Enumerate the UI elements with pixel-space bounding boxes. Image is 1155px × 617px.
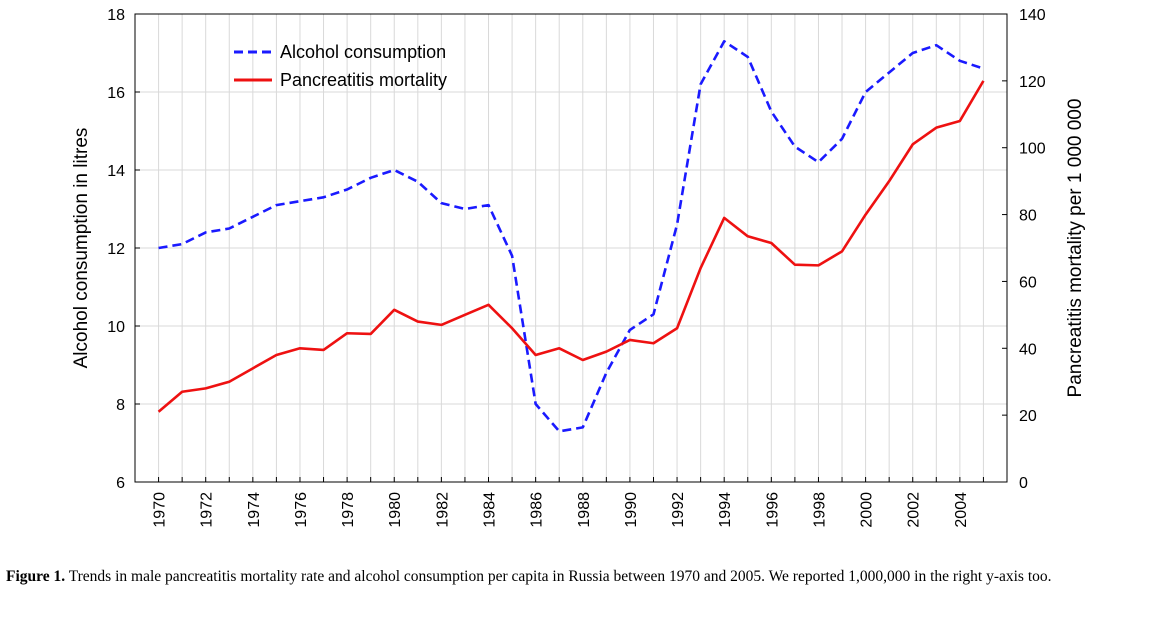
y-tick-label: 8 (116, 397, 125, 414)
x-tick-label: 1972 (199, 492, 216, 528)
x-tick-label: 1982 (434, 492, 451, 528)
x-tick-label: 2002 (906, 492, 923, 528)
x-tick-label: 2004 (953, 492, 970, 528)
legend: Alcohol consumption Pancreatitis mortali… (234, 42, 447, 90)
y-tick-label: 10 (107, 319, 125, 336)
y-tick-label: 12 (107, 241, 125, 258)
y2-tick-label: 0 (1019, 475, 1028, 492)
y-tick-label: 14 (107, 163, 125, 180)
caption-label: Figure 1. (6, 568, 66, 585)
y-tick-label: 6 (116, 475, 125, 492)
y-tick-label: 18 (107, 7, 125, 24)
grid (135, 13, 1007, 483)
x-tick-label: 1970 (152, 492, 169, 528)
y2-tick-label: 100 (1019, 141, 1046, 158)
x-tick-label: 1992 (670, 492, 687, 528)
x-tick-label: 1986 (529, 492, 546, 528)
x-tick-label: 1996 (764, 492, 781, 528)
legend-label-alcohol: Alcohol consumption (280, 42, 446, 62)
series-line-pancreatitis (157, 80, 985, 413)
x-tick-label: 1978 (340, 492, 357, 528)
x-tick-label: 2000 (859, 492, 876, 528)
y2-tick-label: 60 (1019, 274, 1037, 291)
figure-caption: Figure 1. Trends in male pancreatitis mo… (6, 566, 1152, 587)
y2-axis-label: Pancreatitis mortality per 1 000 000 (1065, 99, 1086, 398)
chart: 6 8 10 12 14 16 18 0 20 40 60 80 100 120 140 1970 1972 19… (71, 7, 1086, 528)
x-tick-label: 1990 (623, 492, 640, 528)
legend-label-pancreatitis: Pancreatitis mortality (280, 70, 447, 90)
x-tick-label: 1998 (811, 492, 828, 528)
x-tick-label: 1994 (717, 492, 734, 528)
y2-tick-label: 20 (1019, 408, 1037, 425)
x-tick-label: 1976 (293, 492, 310, 528)
ticks: 6 8 10 12 14 16 18 0 20 40 60 80 100 120 140 1970 1972 19… (107, 7, 1046, 528)
y2-tick-label: 80 (1019, 208, 1037, 225)
x-tick-label: 1988 (576, 492, 593, 528)
y-axis-label: Alcohol consumption in litres (71, 128, 92, 369)
x-tick-label: 1980 (387, 492, 404, 528)
series-layer (157, 39, 985, 433)
series-line-alcohol (158, 39, 984, 433)
y2-tick-label: 120 (1019, 74, 1046, 91)
x-tick-label: 1974 (246, 492, 263, 528)
x-tick-label: 1984 (482, 492, 499, 528)
y2-tick-label: 140 (1019, 7, 1046, 24)
caption-text: Trends in male pancreatitis mortality ra… (65, 568, 1052, 585)
y-tick-label: 16 (107, 85, 125, 102)
y2-tick-label: 40 (1019, 341, 1037, 358)
